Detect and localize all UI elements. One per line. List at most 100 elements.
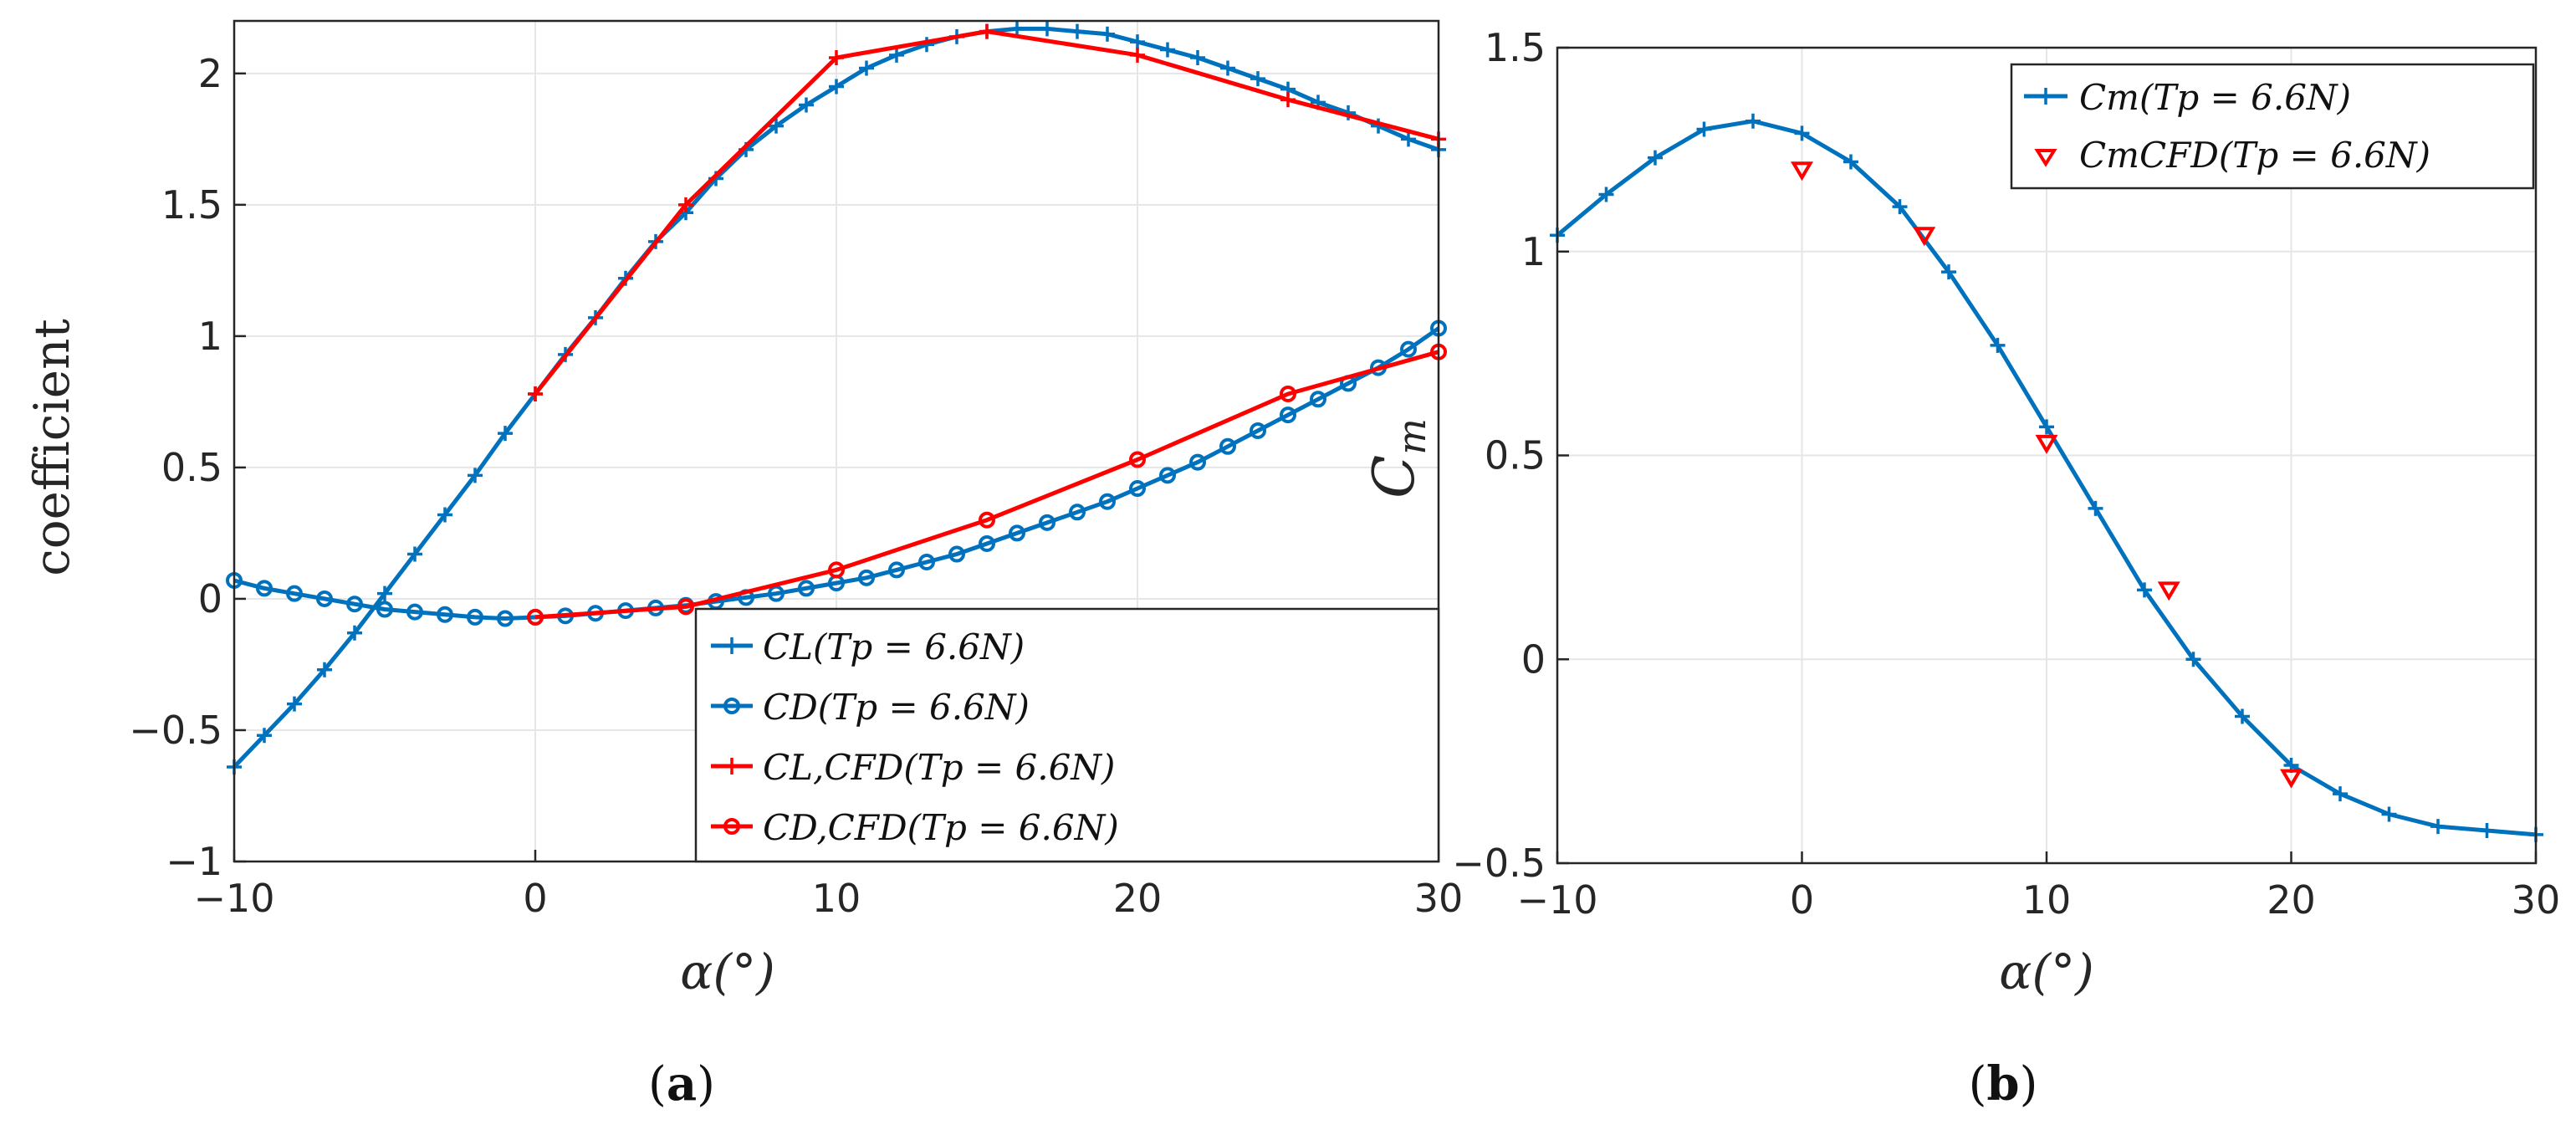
panel-a-series-0-point [859, 60, 874, 76]
legend-label-cd-cfd: CD,CFD(Tp = 6.6N) [763, 807, 1119, 848]
panel-b-caption: (b) [1969, 1056, 2038, 1112]
panel-a-ytick-label: −0.5 [129, 708, 222, 753]
panel-a-series-0-point [1130, 34, 1145, 50]
panel-a-series-1-point [1009, 524, 1025, 542]
panel-a-xtick-label: 30 [1414, 876, 1464, 921]
panel-a-series-1-point [979, 534, 995, 552]
panel-a-series-1-point [768, 585, 785, 602]
panel-a-xtick-label: 0 [523, 876, 547, 921]
legend-marker-cm-cfd [2034, 149, 2057, 167]
panel-b-series-1-point [2157, 581, 2180, 601]
panel-b-ticks: −10 0 10 20 30 −0.5 0 0.5 1 1.5 [1452, 25, 2560, 923]
panel-a: −10 0 10 20 30 −1 −0.5 0 0.5 1 1.5 2 coefficient α(… [23, 19, 1463, 1112]
panel-b-series-1-point [1791, 161, 1813, 181]
panel-b-series-0-point [2088, 500, 2103, 516]
panel-b-legend-box [2010, 63, 2535, 190]
panel-a-series-3-point [677, 598, 694, 616]
panel-b-series-0-point [1745, 113, 1761, 129]
panel-a-series-1-point [888, 561, 905, 579]
panel-a-series-1-point [798, 580, 815, 597]
panel-a-series-3-point [979, 511, 995, 529]
panel-a-series-0-point [287, 696, 302, 712]
panel-b-xtick-label: 10 [2022, 877, 2072, 923]
panel-a-caption: (a) [648, 1056, 715, 1112]
legend-label-cd: CD(Tp = 6.6N) [763, 687, 1030, 728]
panel-b-ytick-label: 1.5 [1485, 25, 1546, 70]
panel-a-grid [233, 21, 1439, 862]
panel-a-series-0-point [1160, 42, 1175, 58]
panel-b-series-0-point [1843, 154, 1858, 170]
legend-label-cm-cfd: CmCFD(Tp = 6.6N) [2079, 135, 2430, 176]
legend-entry-cd-cfd: CD,CFD(Tp = 6.6N) [711, 807, 1119, 848]
panel-a-series-1-point [1280, 406, 1296, 424]
panel-a-series-0-point [1100, 26, 1115, 42]
panel-a-series [226, 21, 1447, 775]
panel-a-series-1-point [286, 585, 303, 602]
panel-a-series-1-point [467, 608, 483, 626]
panel-a-ticks: −10 0 10 20 30 −1 −0.5 0 0.5 1 1.5 2 [129, 51, 1463, 921]
panel-a-ytick-label: 2 [198, 51, 222, 96]
panel-a-series-1-point [1189, 453, 1206, 471]
panel-a-series-1-point [437, 606, 453, 623]
panel-b-xtick-label: 0 [1790, 877, 1814, 923]
legend-label-cl-cfd: CL,CFD(Tp = 6.6N) [763, 747, 1115, 788]
panel-a-series-3-point [1280, 385, 1296, 402]
panel-a-legend-box [694, 607, 1440, 863]
panel-b-series-0-point [2185, 652, 2201, 667]
panel-a-series-1-point [1039, 514, 1055, 531]
panel-a-series-2-point [829, 49, 844, 65]
panel-a-series-1-point [1099, 493, 1116, 510]
panel-a-series-3-point [828, 561, 845, 579]
panel-b-series-0-point [1941, 264, 1956, 280]
panel-b-series-1-point [2035, 434, 2058, 454]
panel-a-series-1-point [1159, 467, 1176, 484]
panel-b-series-0-point [2333, 786, 2348, 802]
panel-a-series-1-point [316, 590, 333, 607]
panel-a-series-0-point [317, 662, 332, 677]
panel-a-ytick-label: −1 [166, 839, 222, 884]
panel-b-series-0-point [2479, 823, 2495, 838]
legend-marker-cd [723, 698, 740, 714]
panel-a-series-3-point [1129, 451, 1146, 468]
panel-b-series-1 [1791, 161, 2303, 789]
panel-a-series-0-point [407, 546, 422, 562]
panel-a-series-0-point [468, 468, 483, 483]
legend-entry-cl: CL(Tp = 6.6N) [711, 626, 1025, 667]
panel-a-series-0-point [347, 625, 362, 641]
panel-a-ytick-label: 0 [198, 576, 222, 621]
panel-a-series-0-point [1040, 21, 1055, 37]
panel-b-series-0-point [1892, 199, 1908, 215]
panel-b-legend: Cm(Tp = 6.6N) CmCFD(Tp = 6.6N) [2010, 63, 2535, 190]
panel-a-series-3-line [534, 350, 1439, 620]
panel-a-series-0-point [799, 97, 814, 113]
legend-entry-cm-cfd: CmCFD(Tp = 6.6N) [2034, 135, 2430, 176]
panel-a-series-1-point [256, 580, 273, 597]
panel-b-ytick-label: 0.5 [1485, 433, 1546, 478]
panel-a-series-0-point [1220, 60, 1235, 76]
panel-a-xlabel: α(°) [680, 943, 774, 1000]
panel-a-series-0-point [889, 47, 904, 63]
panel-a-series-0-point [377, 585, 392, 601]
panel-b-ylabel: Cm [1362, 418, 1434, 498]
panel-a-series-1-point [346, 596, 363, 613]
panel-b-series-0-point [1990, 337, 2006, 353]
panel-b-ytick-label: −0.5 [1452, 841, 1546, 886]
panel-b-xlabel: α(°) [1999, 943, 2093, 1000]
panel-a-xtick-label: 20 [1113, 876, 1163, 921]
panel-a-series-1-point [497, 610, 514, 627]
panel-a-series-1-point [1310, 391, 1326, 408]
panel-b-series-0-point [2137, 582, 2152, 598]
panel-b-ytick-label: 0 [1521, 637, 1546, 682]
panel-a-series-2-point [1130, 47, 1145, 63]
panel-a-series-1-point [1069, 504, 1086, 521]
panel-a-series-1-point [376, 601, 393, 618]
panel-a-series-2-point [979, 23, 994, 39]
panel-a-series-1-point [1250, 422, 1266, 439]
panel-a-series-1-point [858, 569, 875, 586]
panel-a-series-1-point [918, 553, 935, 570]
panel-b-series-1-point [1913, 227, 1936, 247]
panel-a-series-1-point [1400, 340, 1417, 358]
panel-a-series-1-point [1219, 437, 1236, 455]
panel-a-ytick-label: 0.5 [161, 445, 222, 490]
